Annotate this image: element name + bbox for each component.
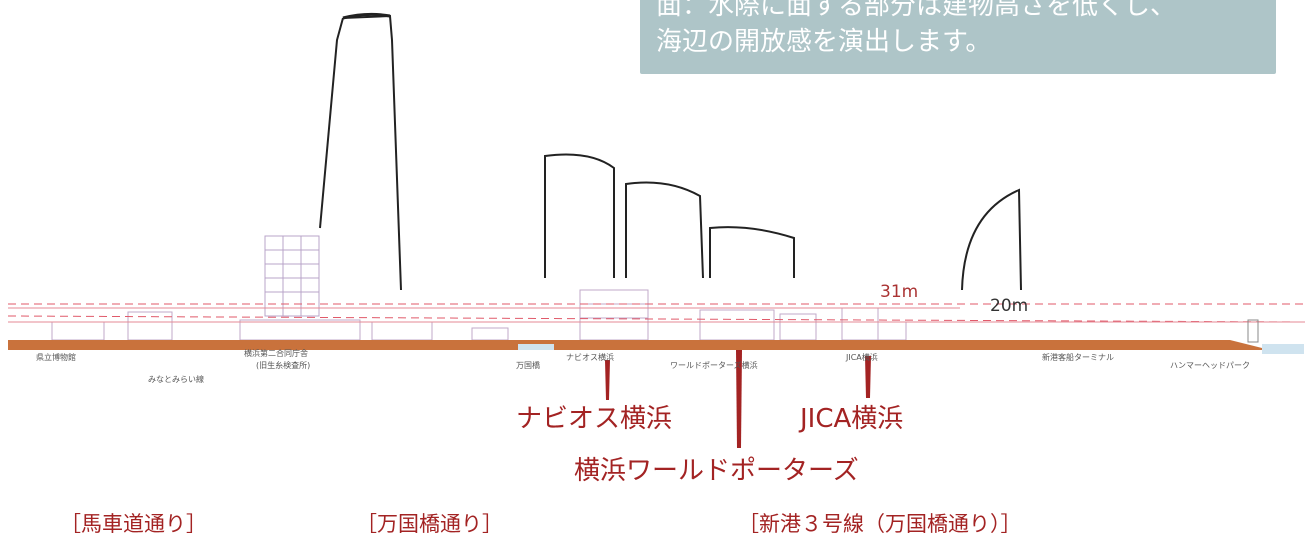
height-limit-lines [7,303,1306,323]
road-bankokubashi: ［万国橋通り］ [356,512,503,536]
marker-jica [865,356,871,398]
marker-navios [605,360,610,400]
label-second-government-building: 横浜第二合同庁舎 [244,349,308,358]
callout-line-1: 面：水際に面する部分は建物高さを低くし、 [656,0,1177,21]
height-label-20m: 20m [990,296,1029,316]
height-label-31m: 31m [880,282,919,302]
ghost-building-left [264,235,320,317]
label-old-silk-inspection: (旧生糸検査所) [256,361,311,370]
label-world-porters-small: ワールドポーターズ横浜 [670,361,758,370]
pier-left [1247,319,1259,343]
tower-outline-a [544,153,615,278]
label-jica-small: JICA横浜 [846,353,878,362]
water-mark-left [518,344,554,350]
tall-tower [319,12,402,291]
arch-outline [961,188,1022,291]
callout-world-porters: 横浜ワールドポーターズ [574,456,859,486]
label-minatomirai-line: みなとみらい線 [148,375,204,384]
tower-outlines [544,153,1022,291]
label-bankoku-bridge: 万国橋 [516,361,540,370]
label-terminal: 新港客船ターミナル [1042,353,1114,362]
design-note-callout: 面：水際に面する部分は建物高さを低くし、 海辺の開放感を演出します。 [640,0,1276,74]
road-shinko-3: ［新港３号線（万国橋通り）］ [738,512,1022,536]
callout-jica: JICA横浜 [800,404,904,434]
height-limit-solid [8,307,1305,323]
label-navios-small: ナビオス横浜 [566,353,614,362]
low-buildings [51,289,907,341]
callout-line-2: 海辺の開放感を演出します。 [656,27,992,57]
tower-outline-b [625,181,704,279]
red-markers [605,350,871,448]
label-prefectural-museum: 県立博物館 [36,353,76,362]
marker-world [736,350,742,448]
tower-outline-c [709,226,795,278]
label-hammerhead-park: ハンマーヘッドパーク [1170,361,1250,370]
ground-strip [8,340,1262,350]
callout-navios: ナビオス横浜 [516,404,673,434]
road-bashamichi: ［馬車道通り］ [60,512,207,536]
water-mark-right [1262,344,1304,354]
